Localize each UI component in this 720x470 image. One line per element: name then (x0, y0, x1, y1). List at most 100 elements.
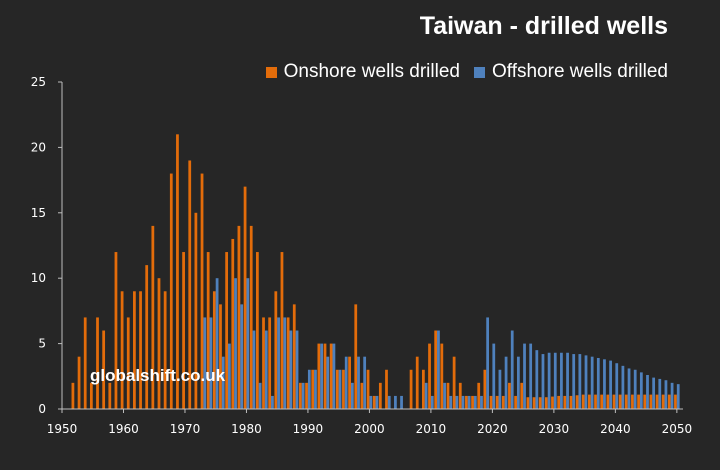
offshore-bar-1992 (320, 343, 324, 409)
onshore-bar-1962 (133, 291, 136, 409)
offshore-bar-2049 (670, 382, 674, 409)
offshore-bar-2000 (369, 395, 373, 409)
offshore-bar-1997 (350, 382, 354, 409)
onshore-bar-2024 (514, 395, 517, 409)
bars (71, 134, 680, 409)
onshore-bar-2016 (465, 395, 468, 409)
offshore-bar-2029 (547, 352, 551, 409)
onshore-bar-1998 (354, 304, 358, 409)
onshore-bar-1955 (89, 382, 93, 409)
offshore-bar-2048 (664, 380, 668, 409)
y-tick-label: 10 (31, 271, 46, 285)
offshore-bar-2014 (455, 395, 459, 409)
offshore-bar-2028 (541, 354, 545, 409)
onshore-bar-2012 (440, 343, 444, 409)
onshore-bar-1973 (200, 173, 204, 409)
onshore-bar-1979 (237, 225, 241, 409)
onshore-bar-2049 (667, 394, 671, 409)
offshore-bar-2032 (566, 352, 569, 409)
onshore-bar-2020 (489, 395, 493, 409)
onshore-bar-1980 (243, 186, 247, 409)
onshore-bar-1996 (342, 369, 345, 409)
onshore-bar-1993 (323, 343, 327, 409)
x-tick-label: 2050 (662, 422, 693, 436)
offshore-bar-2047 (658, 378, 662, 409)
onshore-bar-1970 (182, 252, 185, 409)
offshore-bar-2021 (498, 369, 502, 409)
series-offshore (203, 278, 680, 409)
onshore-bar-1986 (280, 252, 284, 409)
x-tick-label: 1950 (47, 422, 78, 436)
y-tick-label: 0 (38, 402, 46, 416)
offshore-bar-2037 (596, 357, 600, 409)
offshore-bar-1988 (295, 330, 299, 409)
onshore-bar-2042 (624, 394, 628, 409)
offshore-bar-2031 (560, 352, 563, 409)
offshore-bar-1985 (277, 317, 280, 409)
legend-item-offshore: Offshore wells drilled (473, 61, 668, 83)
onshore-bar-2019 (483, 369, 487, 409)
offshore-bar-2039 (609, 360, 612, 409)
offshore-bar-2046 (652, 377, 656, 409)
offshore-bar-1986 (283, 317, 287, 409)
offshore-bar-2005 (400, 395, 403, 409)
onshore-bar-1992 (317, 343, 321, 409)
onshore-bar-1968 (169, 173, 173, 409)
offshore-bar-2044 (639, 372, 643, 409)
offshore-bar-2019 (486, 317, 490, 409)
onshore-bar-2002 (378, 382, 382, 409)
offshore-bar-2024 (516, 356, 520, 409)
offshore-bar-2010 (430, 395, 434, 409)
onshore-bar-1984 (268, 317, 272, 409)
offshore-bar-2030 (553, 352, 557, 409)
onshore-bar-2037 (594, 394, 597, 409)
onshore-bar-2035 (581, 394, 585, 409)
onshore-bar-1990 (305, 382, 308, 409)
onshore-bar-2029 (544, 397, 548, 409)
onshore-bar-2047 (655, 394, 659, 409)
offshore-bar-1998 (357, 356, 360, 409)
onshore-bar-1960 (120, 291, 124, 409)
y-axis: 0 5 10 15 20 25 (31, 75, 62, 416)
offshore-bar-2009 (424, 382, 428, 409)
offshore-bar-2011 (437, 330, 440, 409)
onshore-bar-2030 (551, 396, 554, 409)
onshore-bar-1961 (126, 317, 130, 409)
offshore-bar-2012 (443, 382, 446, 409)
onshore-bar-2032 (563, 395, 567, 409)
offshore-bar-2003 (387, 395, 391, 409)
offshore-bar-2041 (621, 365, 625, 409)
onshore-bar-2015 (458, 382, 462, 409)
onshore-bar-1963 (139, 291, 142, 409)
offshore-bar-2018 (480, 395, 483, 409)
offshore-bar-1981 (252, 330, 256, 409)
onshore-bar-1964 (145, 265, 149, 409)
x-tick-label: 1970 (170, 422, 201, 436)
onshore-bar-2040 (612, 394, 616, 409)
onshore-bar-2010 (428, 343, 431, 409)
onshore-bar-2028 (538, 397, 542, 409)
x-tick-label: 2010 (416, 422, 447, 436)
y-tick-label: 15 (31, 206, 46, 220)
onshore-bar-1988 (292, 304, 296, 409)
legend-swatch-offshore (473, 66, 485, 78)
offshore-bar-2025 (523, 343, 526, 409)
offshore-bar-2017 (473, 395, 477, 409)
onshore-bar-1989 (299, 382, 302, 409)
offshore-bar-2050 (676, 384, 680, 409)
onshore-bar-2050 (674, 394, 677, 409)
onshore-bar-1987 (286, 317, 290, 409)
onshore-bar-2022 (501, 395, 505, 409)
onshore-bar-1972 (194, 212, 198, 409)
offshore-bar-1973 (203, 317, 207, 409)
offshore-bar-2020 (492, 343, 496, 409)
offshore-bar-2033 (572, 354, 576, 409)
offshore-bar-2042 (627, 368, 631, 409)
offshore-bar-2016 (467, 395, 471, 409)
onshore-bar-2046 (649, 394, 653, 409)
offshore-bar-1991 (314, 369, 317, 409)
offshore-bar-1976 (221, 356, 225, 409)
onshore-bar-2007 (409, 369, 413, 409)
offshore-bar-1989 (301, 382, 305, 409)
